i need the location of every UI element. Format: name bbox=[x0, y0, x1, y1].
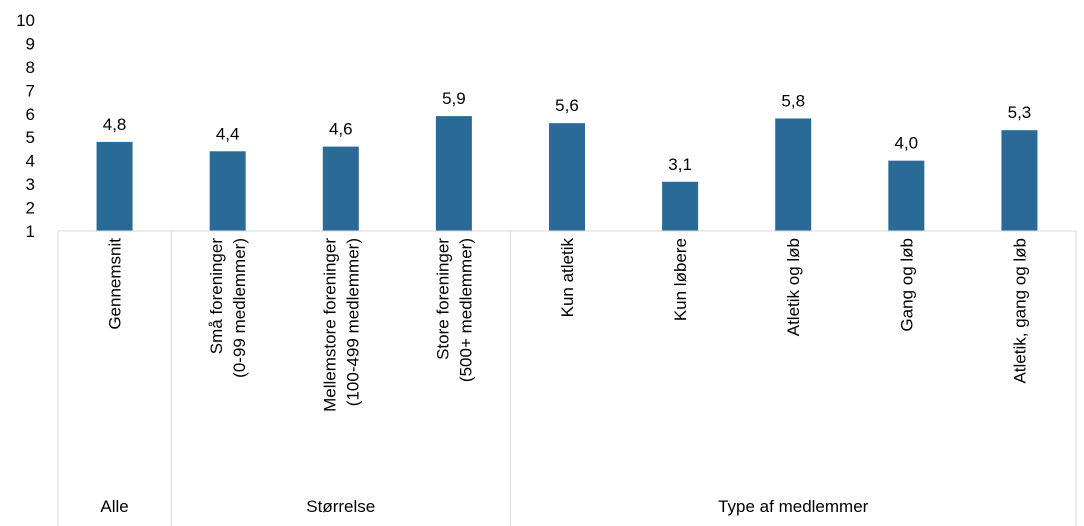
category-label-line: (500+ medlemmer) bbox=[456, 238, 475, 382]
category-label: Kun atletik bbox=[558, 238, 577, 318]
category-label: Atletik og løb bbox=[784, 238, 803, 336]
y-tick-label: 3 bbox=[26, 175, 35, 194]
category-label-line: Store foreninger bbox=[433, 238, 452, 360]
bar bbox=[322, 146, 359, 231]
category-label-line: Kun løbere bbox=[671, 238, 690, 321]
category-label: Mellemstore foreninger (100-499 medlemmer… bbox=[320, 238, 362, 412]
data-label: 5,8 bbox=[781, 91, 805, 110]
bar bbox=[775, 118, 812, 231]
category-label-line: Gennemsnit bbox=[106, 238, 125, 330]
category-label-line: (0-99 medlemmer) bbox=[230, 238, 249, 378]
category-label-line: Mellemstore foreninger bbox=[320, 238, 339, 412]
group-label: Type af medlemmer bbox=[718, 497, 869, 516]
bar bbox=[96, 141, 133, 231]
category-label-line: Atletik og løb bbox=[784, 238, 803, 336]
bar bbox=[888, 160, 925, 231]
bar bbox=[662, 181, 699, 231]
group-labels: Alle Størrelse Type af medlemmer bbox=[100, 497, 868, 516]
bar bbox=[1001, 130, 1038, 231]
data-label: 4,4 bbox=[216, 124, 240, 143]
data-labels: 4,8 4,4 4,6 5,9 5,6 3,1 5,8 4,0 5,3 bbox=[103, 89, 1032, 174]
y-tick-label: 9 bbox=[26, 34, 35, 53]
y-tick-label: 8 bbox=[26, 58, 35, 77]
data-label: 3,1 bbox=[668, 155, 692, 174]
category-label: Små foreninger (0-99 medlemmer) bbox=[207, 238, 249, 378]
category-label: Gennemsnit bbox=[106, 238, 125, 330]
category-label: Kun løbere bbox=[671, 238, 690, 321]
y-tick-label: 5 bbox=[26, 128, 35, 147]
category-label-line: Kun atletik bbox=[558, 238, 577, 318]
data-label: 5,6 bbox=[555, 96, 579, 115]
y-tick-label: 2 bbox=[26, 199, 35, 218]
category-label-line: Atletik, gang og løb bbox=[1010, 238, 1029, 384]
group-label: Alle bbox=[100, 497, 128, 516]
bars bbox=[96, 116, 1038, 231]
data-label: 4,6 bbox=[329, 120, 353, 139]
y-tick-label: 10 bbox=[16, 11, 35, 30]
category-label-line: (100-499 medlemmer) bbox=[343, 238, 362, 406]
category-separators bbox=[57, 230, 1077, 526]
y-tick-label: 7 bbox=[26, 81, 35, 100]
data-label: 4,0 bbox=[895, 134, 919, 153]
category-label: Gang og løb bbox=[897, 238, 916, 332]
data-label: 5,9 bbox=[442, 89, 466, 108]
bar bbox=[209, 151, 246, 231]
data-label: 4,8 bbox=[103, 115, 127, 134]
group-label: Størrelse bbox=[306, 497, 375, 516]
y-tick-label: 6 bbox=[26, 105, 35, 124]
category-label-line: Gang og løb bbox=[897, 238, 916, 332]
y-tick-label: 4 bbox=[26, 152, 35, 171]
category-label: Atletik, gang og løb bbox=[1010, 238, 1029, 384]
y-axis-ticks: 1 2 3 4 5 6 7 8 9 10 bbox=[16, 11, 35, 241]
category-label-line: Små foreninger bbox=[207, 238, 226, 355]
data-label: 5,3 bbox=[1008, 103, 1032, 122]
bar bbox=[549, 123, 585, 231]
category-label: Store foreninger (500+ medlemmer) bbox=[433, 238, 475, 382]
y-tick-label: 1 bbox=[26, 222, 35, 241]
bar bbox=[435, 116, 472, 231]
category-labels: Gennemsnit Små foreninger (0-99 medlemmer)… bbox=[106, 238, 1030, 412]
